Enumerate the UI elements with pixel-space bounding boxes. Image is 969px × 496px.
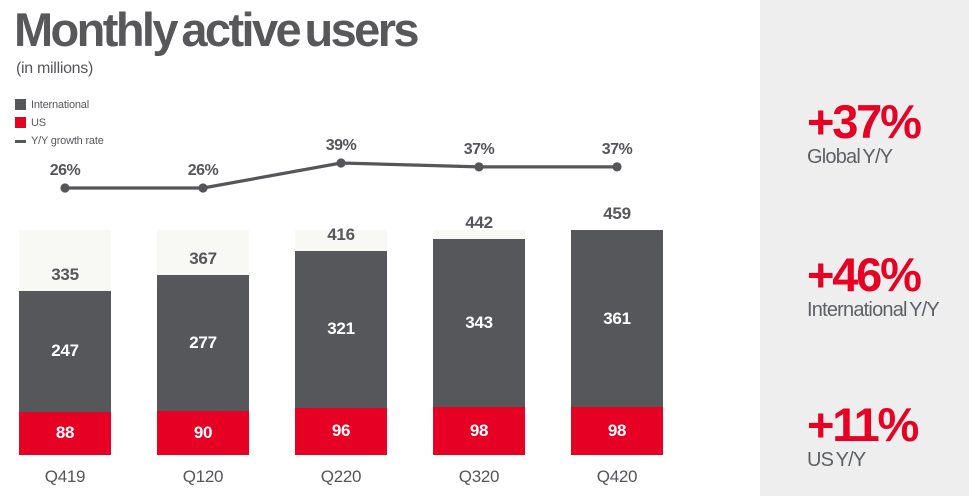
category-label: Q220 xyxy=(320,466,362,486)
international-value-label: 277 xyxy=(189,333,217,353)
category-label: Q320 xyxy=(458,466,500,486)
legend-square-swatch-icon xyxy=(15,117,26,128)
stat-value: +11% xyxy=(807,398,919,451)
chart-title: Monthly active users xyxy=(14,3,420,56)
legend-item-us: US xyxy=(15,114,104,131)
stat-global-y-y: +37% Global Y/Y xyxy=(807,95,922,169)
international-segment: 361 xyxy=(571,230,663,407)
growth-point-marker xyxy=(336,158,346,168)
legend-square-swatch-icon xyxy=(15,99,26,110)
growth-point-label: 39% xyxy=(325,137,357,154)
us-value-label: 98 xyxy=(469,420,489,440)
international-segment: 277 xyxy=(157,275,249,411)
bar-column-q220: 321 96 416 Q220 xyxy=(295,225,387,486)
legend-item-international: International xyxy=(15,96,104,113)
legend-label: International xyxy=(31,98,89,111)
growth-point-label: 26% xyxy=(187,162,219,179)
us-value-label: 90 xyxy=(193,422,213,442)
us-segment: 90 xyxy=(157,410,249,455)
total-value-label: 367 xyxy=(189,249,217,269)
chart-legend: International US Y/Y growth rate xyxy=(15,96,104,150)
yoy-stats-panel: +37% Global Y/Y +46% International Y/Y +11% U… xyxy=(760,0,969,496)
international-value-label: 321 xyxy=(327,319,355,339)
stat-us-y-y: +11% US Y/Y xyxy=(807,398,919,472)
stat-label: Global Y/Y xyxy=(807,146,893,169)
total-value-label: 442 xyxy=(465,212,493,232)
total-value-label: 335 xyxy=(51,264,79,284)
category-label: Q419 xyxy=(44,466,86,486)
category-label: Q420 xyxy=(596,466,638,486)
growth-point-marker xyxy=(474,162,484,172)
us-segment: 96 xyxy=(295,407,387,455)
chart-panel: Monthly active users (in millions) Inter… xyxy=(14,3,663,486)
legend-item-y-y-growth-rate: Y/Y growth rate xyxy=(15,132,104,149)
growth-point-marker xyxy=(60,183,70,193)
international-segment: 321 xyxy=(295,250,387,408)
legend-label: US xyxy=(31,116,46,129)
international-segment: 247 xyxy=(19,290,111,412)
stat-label: International Y/Y xyxy=(807,299,940,322)
total-value-label: 416 xyxy=(327,224,355,244)
chart-subtitle: (in millions) xyxy=(16,60,93,77)
growth-point-marker xyxy=(612,162,622,172)
bar-column-q419: 247 88 335 Q419 xyxy=(19,230,111,486)
growth-point-label: 37% xyxy=(463,140,495,158)
growth-line-chart xyxy=(60,158,622,193)
bar-column-q320: 343 98 442 Q320 xyxy=(433,213,525,486)
us-value-label: 88 xyxy=(55,423,75,443)
us-value-label: 96 xyxy=(331,421,351,441)
total-value-label: 459 xyxy=(603,204,631,224)
stat-label: US Y/Y xyxy=(807,449,866,472)
us-segment: 98 xyxy=(433,406,525,455)
stat-value: +46% xyxy=(807,248,922,301)
international-value-label: 361 xyxy=(603,308,631,328)
growth-point-label: 37% xyxy=(601,140,633,158)
stat-value: +37% xyxy=(807,95,922,148)
bar-column-q420: 361 98 459 Q420 xyxy=(571,204,663,486)
legend-line-swatch-icon xyxy=(15,139,26,143)
bar-column-q120: 277 90 367 Q120 xyxy=(157,230,249,486)
international-value-label: 247 xyxy=(51,341,79,361)
stat-international-y-y: +46% International Y/Y xyxy=(807,248,940,322)
growth-point-label: 26% xyxy=(49,162,81,179)
us-segment: 98 xyxy=(571,406,663,455)
category-label: Q120 xyxy=(182,466,224,486)
international-value-label: 343 xyxy=(465,312,493,332)
legend-label: Y/Y growth rate xyxy=(31,134,104,147)
international-segment: 343 xyxy=(433,238,525,407)
plot-area: 247 88 335 Q419 277 90 367 Q120 321 96 416 Q220 343 9… xyxy=(19,137,663,486)
us-value-label: 98 xyxy=(607,420,627,440)
us-segment: 88 xyxy=(19,411,111,455)
growth-point-marker xyxy=(198,183,208,193)
